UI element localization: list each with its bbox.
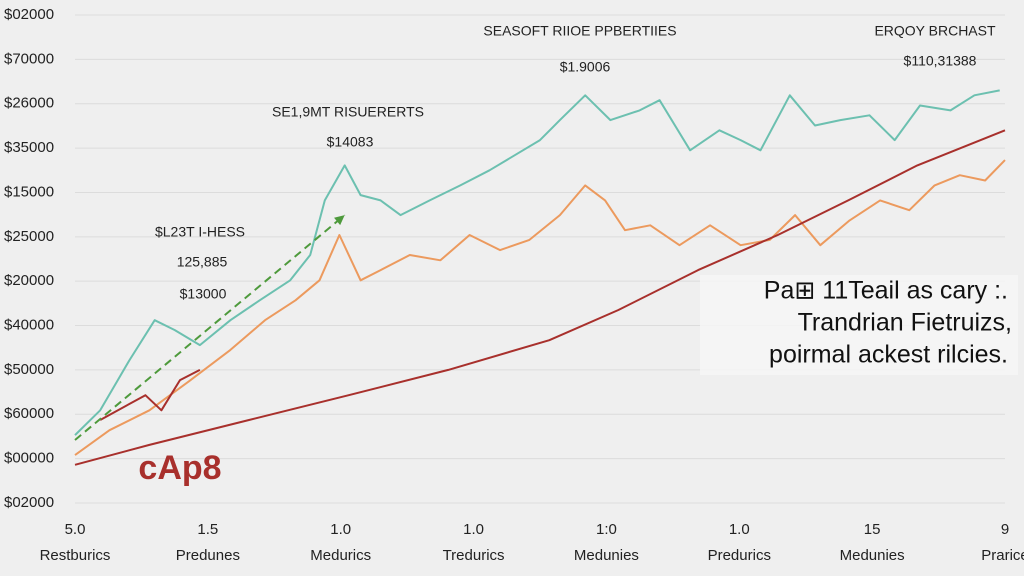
x-tick-label: Restburics	[40, 547, 111, 564]
annotation: 125,885	[177, 254, 228, 270]
series-line	[74, 159, 1006, 456]
y-tick-label: $00000	[4, 450, 54, 467]
y-tick-label: $20000	[4, 272, 54, 289]
annotation: cAp8	[138, 449, 221, 487]
x-tick-number: 1:0	[596, 521, 617, 538]
x-tick-label: Predurics	[708, 547, 771, 564]
series-line	[74, 89, 1000, 436]
annotation: $110,31388	[904, 53, 977, 69]
x-tick-number: 1.0	[330, 521, 351, 538]
y-tick-label: $15000	[4, 183, 54, 200]
x-tick-label: Tredurics	[443, 547, 505, 564]
y-tick-label: $40000	[4, 317, 54, 334]
y-tick-label: $26000	[4, 95, 54, 112]
chart-title: SEASOFT RIIOE PPBERTIIES	[483, 23, 676, 39]
annotation: $1.9006	[560, 59, 611, 75]
grid	[75, 14, 1005, 504]
y-tick-label: $02000	[4, 494, 54, 511]
lines	[74, 89, 1006, 466]
y-tick-label: $35000	[4, 139, 54, 156]
x-tick-number: 1.5	[197, 521, 218, 538]
y-tick-label: $60000	[4, 405, 54, 422]
annotation: SE1,9MT RISUERERTS	[272, 104, 424, 120]
annotation: Pa⊞ 11Teail as cary :.	[764, 277, 1008, 305]
series-line	[74, 129, 1006, 466]
x-tick-label: Prarice	[981, 547, 1024, 564]
series-line	[99, 369, 201, 421]
y-tick-label: $50000	[4, 361, 54, 378]
y-tick-label: $02000	[4, 6, 54, 23]
x-tick-number: 1.0	[463, 521, 484, 538]
text-box	[700, 275, 1018, 375]
annotation: $13000	[180, 286, 227, 302]
x-tick-label: Medurics	[310, 547, 371, 564]
x-tick-number: 1.0	[729, 521, 750, 538]
annotation: Trandrian Fietruizs,	[798, 309, 1012, 337]
annotation: $14083	[327, 134, 374, 150]
x-tick-label: Medunies	[574, 547, 639, 564]
annotation: poirmal ackest rilcies.	[769, 341, 1008, 369]
y-tick-label: $70000	[4, 50, 54, 67]
x-tick-label: Predunes	[176, 547, 240, 564]
x-tick-number: 9	[1001, 521, 1009, 538]
x-tick-number: 5.0	[65, 521, 86, 538]
arrow-head	[334, 215, 345, 226]
x-tick-label: Medunies	[840, 547, 905, 564]
annotation: ERQOY BRCHAST	[874, 23, 996, 39]
x-tick-number: 15	[864, 521, 881, 538]
y-tick-label: $25000	[4, 228, 54, 245]
annotation: $L23T I-HESS	[155, 224, 245, 240]
series-line	[74, 214, 346, 441]
